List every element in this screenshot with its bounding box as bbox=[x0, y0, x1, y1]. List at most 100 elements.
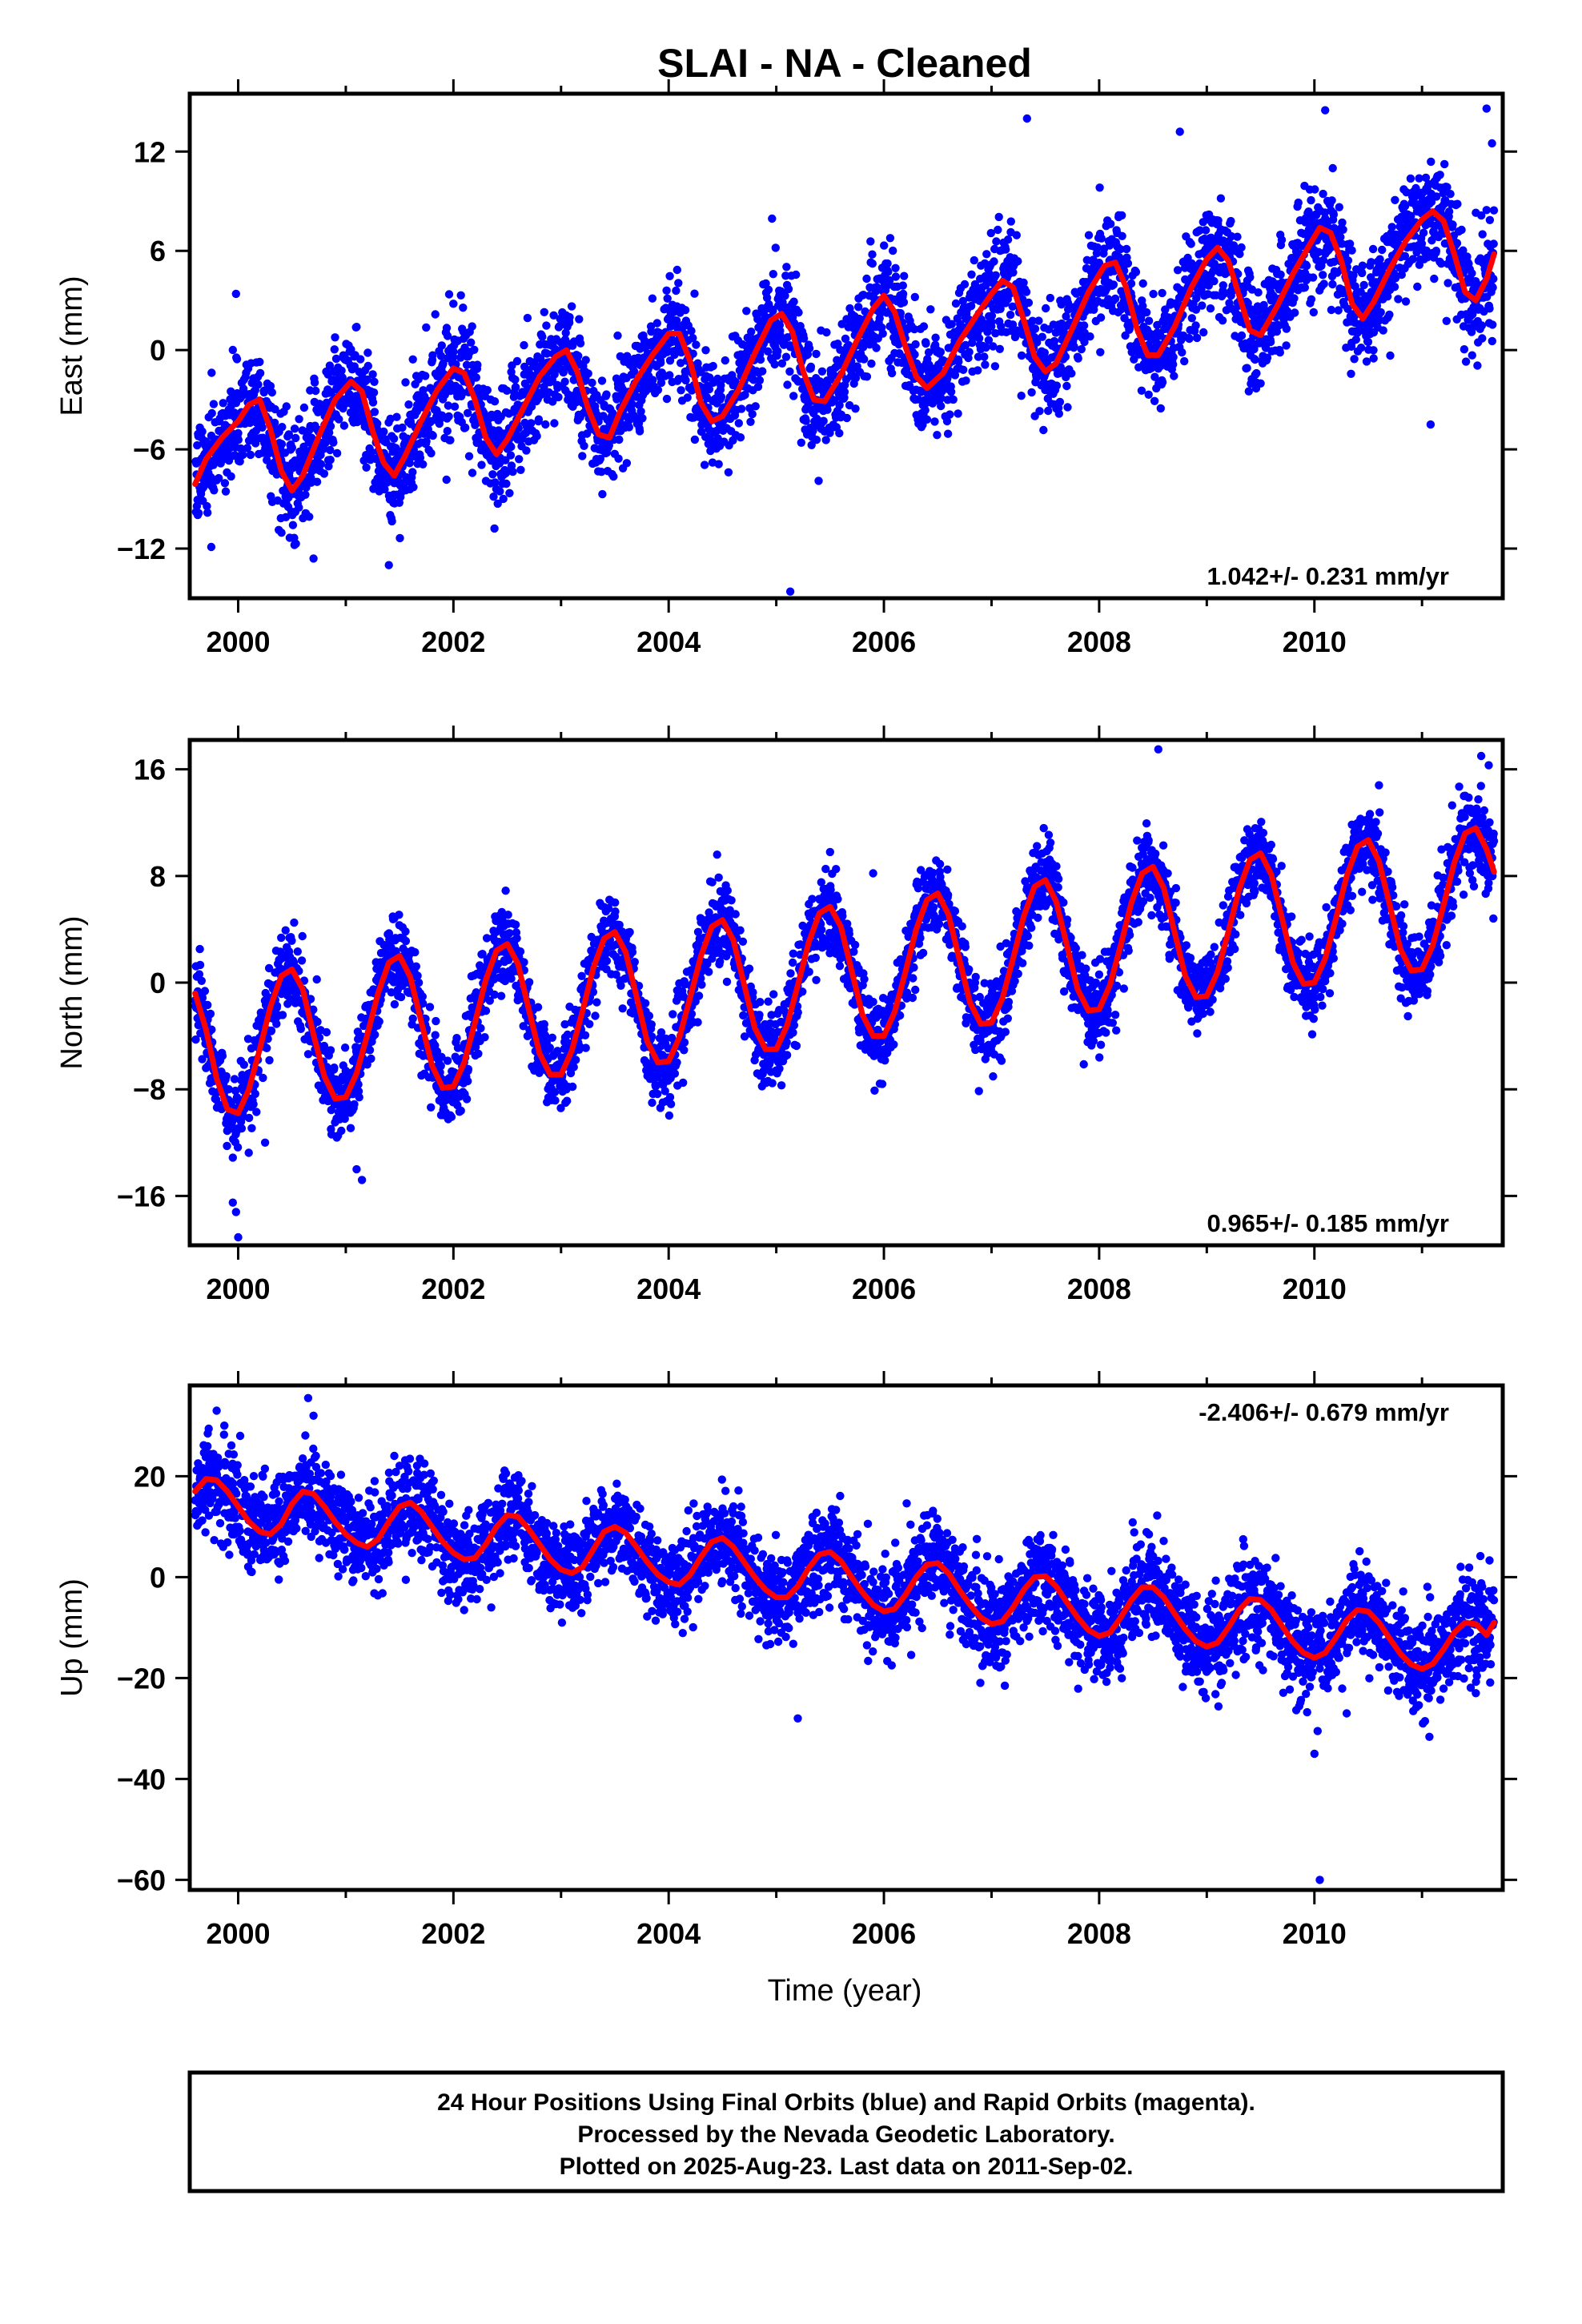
data-point bbox=[635, 427, 644, 436]
data-point bbox=[355, 1093, 363, 1102]
data-point bbox=[764, 347, 773, 356]
data-point bbox=[1187, 314, 1197, 323]
data-point bbox=[1063, 403, 1072, 412]
outlier-point bbox=[1488, 139, 1496, 148]
data-point bbox=[954, 409, 962, 418]
data-point bbox=[1489, 239, 1498, 248]
data-point bbox=[541, 420, 550, 429]
data-point bbox=[867, 359, 876, 368]
data-point bbox=[672, 286, 681, 296]
data-point bbox=[737, 404, 746, 413]
data-point bbox=[1435, 171, 1444, 179]
data-point bbox=[1468, 269, 1476, 278]
data-point bbox=[1017, 351, 1026, 360]
y-tick-label: −12 bbox=[117, 533, 166, 565]
data-point bbox=[713, 374, 722, 384]
data-point bbox=[613, 331, 622, 340]
data-point bbox=[565, 312, 574, 322]
data-point bbox=[860, 355, 869, 364]
data-point bbox=[227, 387, 235, 396]
data-point bbox=[222, 1072, 231, 1081]
data-point bbox=[829, 371, 838, 380]
data-point bbox=[974, 352, 983, 361]
data-point bbox=[747, 328, 756, 336]
data-point bbox=[468, 322, 476, 331]
outlier-point bbox=[207, 542, 216, 552]
data-point bbox=[922, 415, 932, 424]
data-point bbox=[946, 410, 954, 419]
data-point bbox=[1290, 294, 1299, 303]
outlier-point bbox=[785, 587, 795, 596]
data-point bbox=[653, 385, 663, 395]
data-point bbox=[1375, 255, 1384, 263]
data-point bbox=[428, 351, 437, 360]
data-point bbox=[1137, 386, 1146, 395]
data-point bbox=[1180, 356, 1189, 366]
data-point bbox=[324, 462, 333, 471]
data-point bbox=[1210, 276, 1219, 286]
data-point bbox=[331, 333, 339, 342]
data-point bbox=[602, 390, 611, 399]
data-point bbox=[789, 319, 799, 328]
data-point bbox=[891, 272, 901, 281]
data-point bbox=[326, 1046, 335, 1055]
data-point bbox=[954, 357, 963, 366]
y-tick-label: 0 bbox=[150, 334, 166, 367]
data-point bbox=[288, 521, 298, 529]
data-point bbox=[1291, 308, 1299, 317]
data-point bbox=[884, 267, 893, 276]
data-point bbox=[596, 454, 604, 464]
data-point bbox=[197, 976, 206, 986]
data-point bbox=[370, 408, 379, 416]
data-point bbox=[799, 334, 809, 343]
data-point bbox=[1118, 231, 1126, 240]
data-point bbox=[1460, 345, 1469, 354]
data-point bbox=[1307, 295, 1316, 304]
data-point bbox=[203, 1000, 212, 1010]
data-point bbox=[1453, 199, 1462, 208]
data-point bbox=[781, 352, 791, 361]
data-point bbox=[1027, 388, 1036, 397]
data-point bbox=[842, 413, 852, 423]
data-point bbox=[493, 499, 502, 509]
data-point bbox=[281, 926, 290, 935]
data-point bbox=[228, 345, 237, 355]
data-point bbox=[244, 1113, 254, 1123]
data-point bbox=[422, 437, 431, 446]
data-point bbox=[700, 460, 709, 469]
outlier-point bbox=[1426, 420, 1435, 429]
data-point bbox=[717, 392, 726, 401]
data-point bbox=[1394, 295, 1403, 304]
data-point bbox=[1446, 190, 1455, 199]
data-point bbox=[543, 349, 552, 358]
data-point bbox=[243, 444, 252, 452]
data-point bbox=[511, 375, 520, 384]
data-point bbox=[293, 947, 302, 956]
data-point bbox=[782, 263, 791, 271]
data-point bbox=[263, 1043, 271, 1053]
data-point bbox=[427, 448, 436, 458]
data-point bbox=[1042, 304, 1050, 313]
data-point bbox=[1369, 346, 1378, 355]
data-point bbox=[401, 378, 410, 387]
data-point bbox=[332, 448, 342, 458]
data-point bbox=[817, 367, 827, 376]
data-point bbox=[991, 271, 1000, 279]
data-point bbox=[375, 1017, 383, 1026]
data-point bbox=[207, 408, 216, 418]
data-point bbox=[862, 274, 871, 283]
data-point bbox=[477, 460, 486, 469]
east-rate-label: 1.042+/- 0.231 mm/yr bbox=[1207, 562, 1449, 590]
data-point bbox=[1473, 361, 1482, 370]
data-point bbox=[974, 366, 982, 375]
data-point bbox=[1488, 336, 1497, 346]
data-point bbox=[604, 441, 613, 450]
data-point bbox=[713, 434, 722, 443]
data-point bbox=[677, 359, 685, 368]
data-point bbox=[974, 334, 984, 343]
data-point bbox=[1282, 324, 1291, 333]
data-point bbox=[464, 452, 474, 460]
data-point bbox=[1198, 301, 1207, 310]
data-point bbox=[219, 399, 227, 408]
